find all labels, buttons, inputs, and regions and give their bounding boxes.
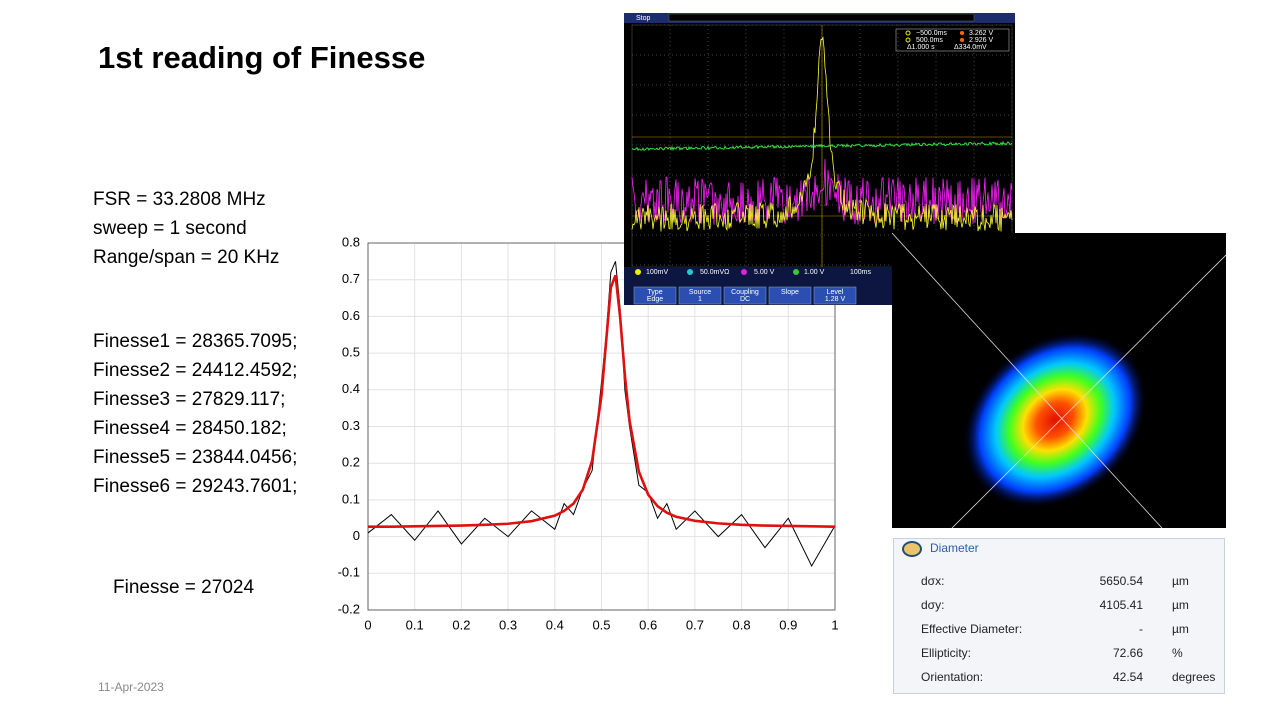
menu-button: [813, 286, 857, 305]
row-unit: %: [1172, 646, 1183, 660]
channel: 1.00 V: [804, 269, 825, 276]
menu-label: Type: [647, 289, 662, 296]
readout: 3.262 V: [969, 30, 993, 37]
scope-display: Stop −500.0ms 3.262 V 500.0ms 2.926 V Δ1…: [624, 13, 1015, 305]
row-value: 5650.54: [1099, 574, 1143, 588]
channel: 100ms: [850, 269, 872, 276]
y-tick-label: -0.1: [338, 565, 360, 580]
x-tick-label: 0.4: [546, 617, 564, 632]
data-line: [367, 261, 836, 568]
menu-value: DC: [740, 296, 750, 303]
trace-green: [631, 140, 1013, 152]
finesse: Finesse5 = 23844.0456;: [93, 447, 298, 468]
scope-status: Stop: [636, 15, 651, 22]
row-label: Effective Diameter:: [921, 622, 1023, 636]
x-tick-label: 0.1: [406, 617, 424, 632]
finesse: Finesse1 = 28365.7095;: [93, 331, 298, 352]
finesse-list: Finesse1 = 28365.7095; Finesse2 = 24412.…: [93, 327, 297, 501]
y-tick-label: 0.3: [342, 418, 360, 433]
data-line: [368, 274, 836, 528]
row-unit: µm: [1172, 574, 1189, 588]
y-tick-label: 0.2: [342, 455, 360, 470]
menu-button: [723, 286, 767, 305]
row-unit: µm: [1172, 622, 1189, 636]
readout: 500.0ms: [916, 37, 943, 44]
finesse: Finesse6 = 29243.7601;: [93, 476, 298, 497]
param: Range/span = 20 KHz: [93, 247, 280, 268]
menu-label: Coupling: [731, 289, 759, 296]
row-label: Orientation:: [921, 670, 984, 684]
row-unit: degrees: [1172, 670, 1216, 684]
menu-button: [633, 286, 677, 305]
param: FSR = 33.2808 MHz: [93, 189, 266, 210]
row-unit: µm: [1172, 598, 1189, 612]
trace-magenta: [631, 158, 1013, 225]
y-tick-label: 0: [353, 528, 360, 543]
menu-button: [678, 286, 722, 305]
params: FSR = 33.2808 MHz sweep = 1 second Range…: [93, 185, 289, 272]
channel: 50.0mVΩ: [700, 269, 729, 276]
date: 11-Apr-2023: [98, 680, 164, 694]
readout: Δ334.0mV: [954, 44, 987, 51]
x-tick-label: 0: [364, 617, 371, 632]
row-value: 42.54: [1112, 670, 1143, 684]
x-tick-label: 0.2: [452, 617, 470, 632]
y-tick-label: 0.1: [342, 491, 360, 506]
menu-label: Source: [689, 289, 711, 296]
slide-title: 1st reading of Finesse: [98, 40, 426, 75]
menu-value: 1.28 V: [825, 296, 846, 303]
y-tick-label: 0.8: [342, 234, 360, 249]
y-tick-label: 0.7: [342, 271, 360, 286]
beam-profile-image: [891, 232, 1227, 529]
x-tick-label: 0.9: [779, 617, 797, 632]
row-value: 72.66: [1112, 646, 1143, 660]
x-tick-label: 0.6: [639, 617, 657, 632]
channel: 100mV: [646, 269, 669, 276]
readout: −500.0ms: [916, 30, 947, 37]
readout: Δ1.000 s: [907, 44, 935, 51]
panel-title: Diameter: [930, 541, 979, 555]
menu-button: [768, 286, 812, 305]
y-tick-label: -0.2: [338, 601, 360, 616]
x-tick-label: 0.3: [499, 617, 517, 632]
finesse: Finesse4 = 28450.182;: [93, 418, 287, 439]
beam-image: [891, 232, 1227, 529]
row-value: 4105.41: [1099, 598, 1143, 612]
menu-value: 1: [698, 296, 702, 303]
diameter-panel: Diameter dσx: 5650.54 µm dσy: 4105.41 µm Effec…: [893, 538, 1225, 694]
plot-frame: [367, 242, 836, 611]
row-label: dσy:: [921, 598, 945, 612]
x-tick-label: 0.5: [592, 617, 610, 632]
x-tick-label: 1: [831, 617, 838, 632]
x-tick-label: 0.7: [686, 617, 704, 632]
readout: 2.926 V: [969, 37, 993, 44]
channel: 5.00 V: [754, 269, 775, 276]
menu-label: Level: [827, 289, 844, 296]
finesse-result: Finesse = 27024: [113, 577, 255, 598]
panel-icon: [902, 541, 922, 557]
x-tick-label: 0.8: [733, 617, 751, 632]
y-tick-label: 0.5: [342, 345, 360, 360]
menu-value: Edge: [647, 296, 663, 303]
row-value: -: [1139, 622, 1143, 636]
finesse: Finesse2 = 24412.4592;: [93, 360, 298, 381]
menu-label: Slope: [781, 289, 799, 296]
row-label: Ellipticity:: [921, 646, 972, 660]
finesse: Finesse3 = 27829.117;: [93, 389, 286, 410]
trace-yellow: [631, 36, 1013, 232]
y-tick-label: 0.4: [342, 381, 360, 396]
row-label: dσx:: [921, 574, 945, 588]
param: sweep = 1 second: [93, 218, 247, 239]
y-tick-label: 0.6: [342, 308, 360, 323]
